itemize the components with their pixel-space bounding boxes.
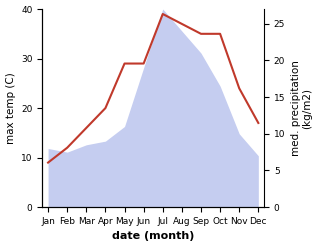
X-axis label: date (month): date (month) [112,231,194,242]
Y-axis label: med. precipitation
(kg/m2): med. precipitation (kg/m2) [291,60,313,156]
Y-axis label: max temp (C): max temp (C) [5,72,16,144]
